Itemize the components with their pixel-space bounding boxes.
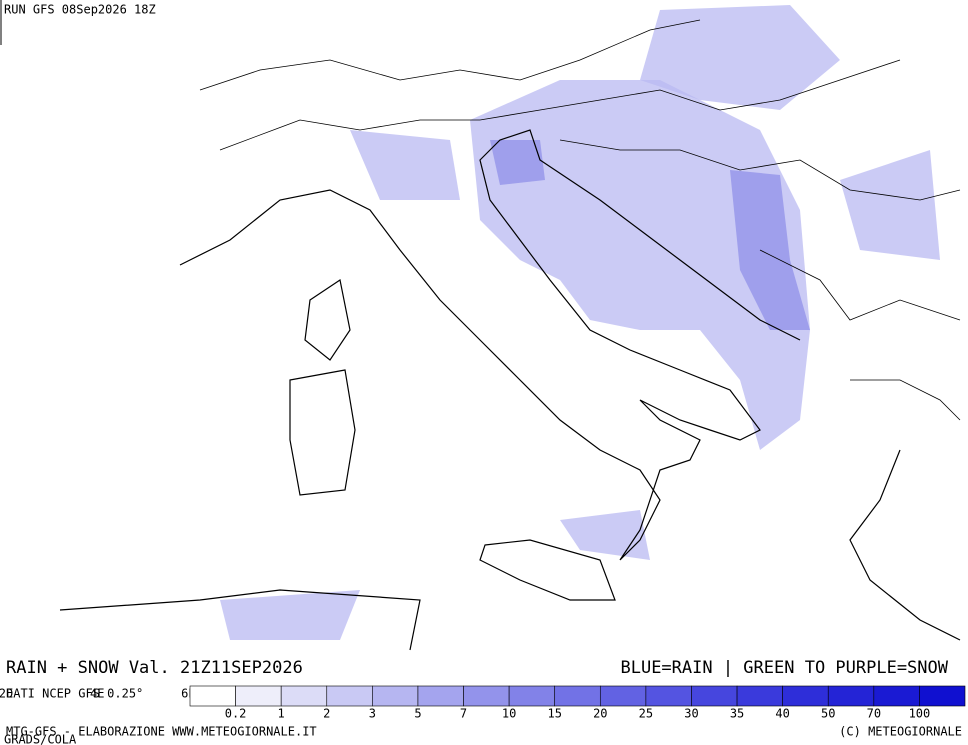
borders [199, 19, 961, 421]
legend-swatch [554, 685, 601, 707]
chart-title: RAIN + SNOW Val. 21Z11SEP2026 [6, 658, 303, 678]
legend-swatch [736, 685, 783, 707]
legend-level: 25 [639, 707, 653, 721]
legend-swatch [782, 685, 829, 707]
legend-level: 0.2 [225, 707, 247, 721]
legend-level: 2 [323, 707, 330, 721]
legend-level: 5 [414, 707, 421, 721]
legend-swatch [599, 685, 647, 707]
legend-swatch [919, 685, 966, 707]
legend-swatch [827, 685, 875, 707]
legend-level: 20 [593, 707, 607, 721]
legend-level: 1 [278, 707, 285, 721]
legend-level: 3 [369, 707, 376, 721]
legend-level: 100 [909, 707, 931, 721]
legend-level: 15 [547, 707, 561, 721]
legend-swatch [873, 685, 920, 707]
legend-level: 30 [684, 707, 698, 721]
legend-swatch [645, 685, 692, 707]
legend-swatch [189, 685, 236, 707]
longitude-label: 4E [90, 687, 104, 701]
legend-swatch [372, 685, 419, 707]
longitude-label: 2E [0, 687, 13, 701]
software: GRADS/COLA [4, 733, 77, 745]
credit: MTG-GFS - ELABORAZIONE WWW.METEOGIORNALE… [6, 725, 317, 739]
legend-swatch [508, 685, 556, 707]
source: DATI NCEP GFS 0.25° [6, 687, 143, 701]
legend-note: BLUE=RAIN | GREEN TO PURPLE=SNOW [620, 658, 948, 678]
legend-swatch [417, 685, 464, 707]
legend-swatch [326, 685, 373, 707]
legend-level: 35 [730, 707, 744, 721]
colorbar: 0.2 1 2 3 5 7 10 15 20 25 30 35 40 50 70 100 [189, 685, 966, 721]
legend-level: 50 [821, 707, 835, 721]
legend-level: 70 [867, 707, 881, 721]
legend-swatch [691, 685, 738, 707]
legend-swatch [235, 685, 282, 707]
coastlines [59, 129, 961, 651]
legend-level: 40 [775, 707, 789, 721]
legend-swatch [280, 685, 328, 707]
legend-level: 10 [502, 707, 516, 721]
precipitation [220, 5, 940, 640]
run-label: RUN GFS 08Sep2026 18Z [4, 3, 156, 17]
copyright: (C) METEOGIORNALE [839, 725, 962, 739]
legend-level: 7 [460, 707, 467, 721]
legend-swatch [463, 685, 510, 707]
